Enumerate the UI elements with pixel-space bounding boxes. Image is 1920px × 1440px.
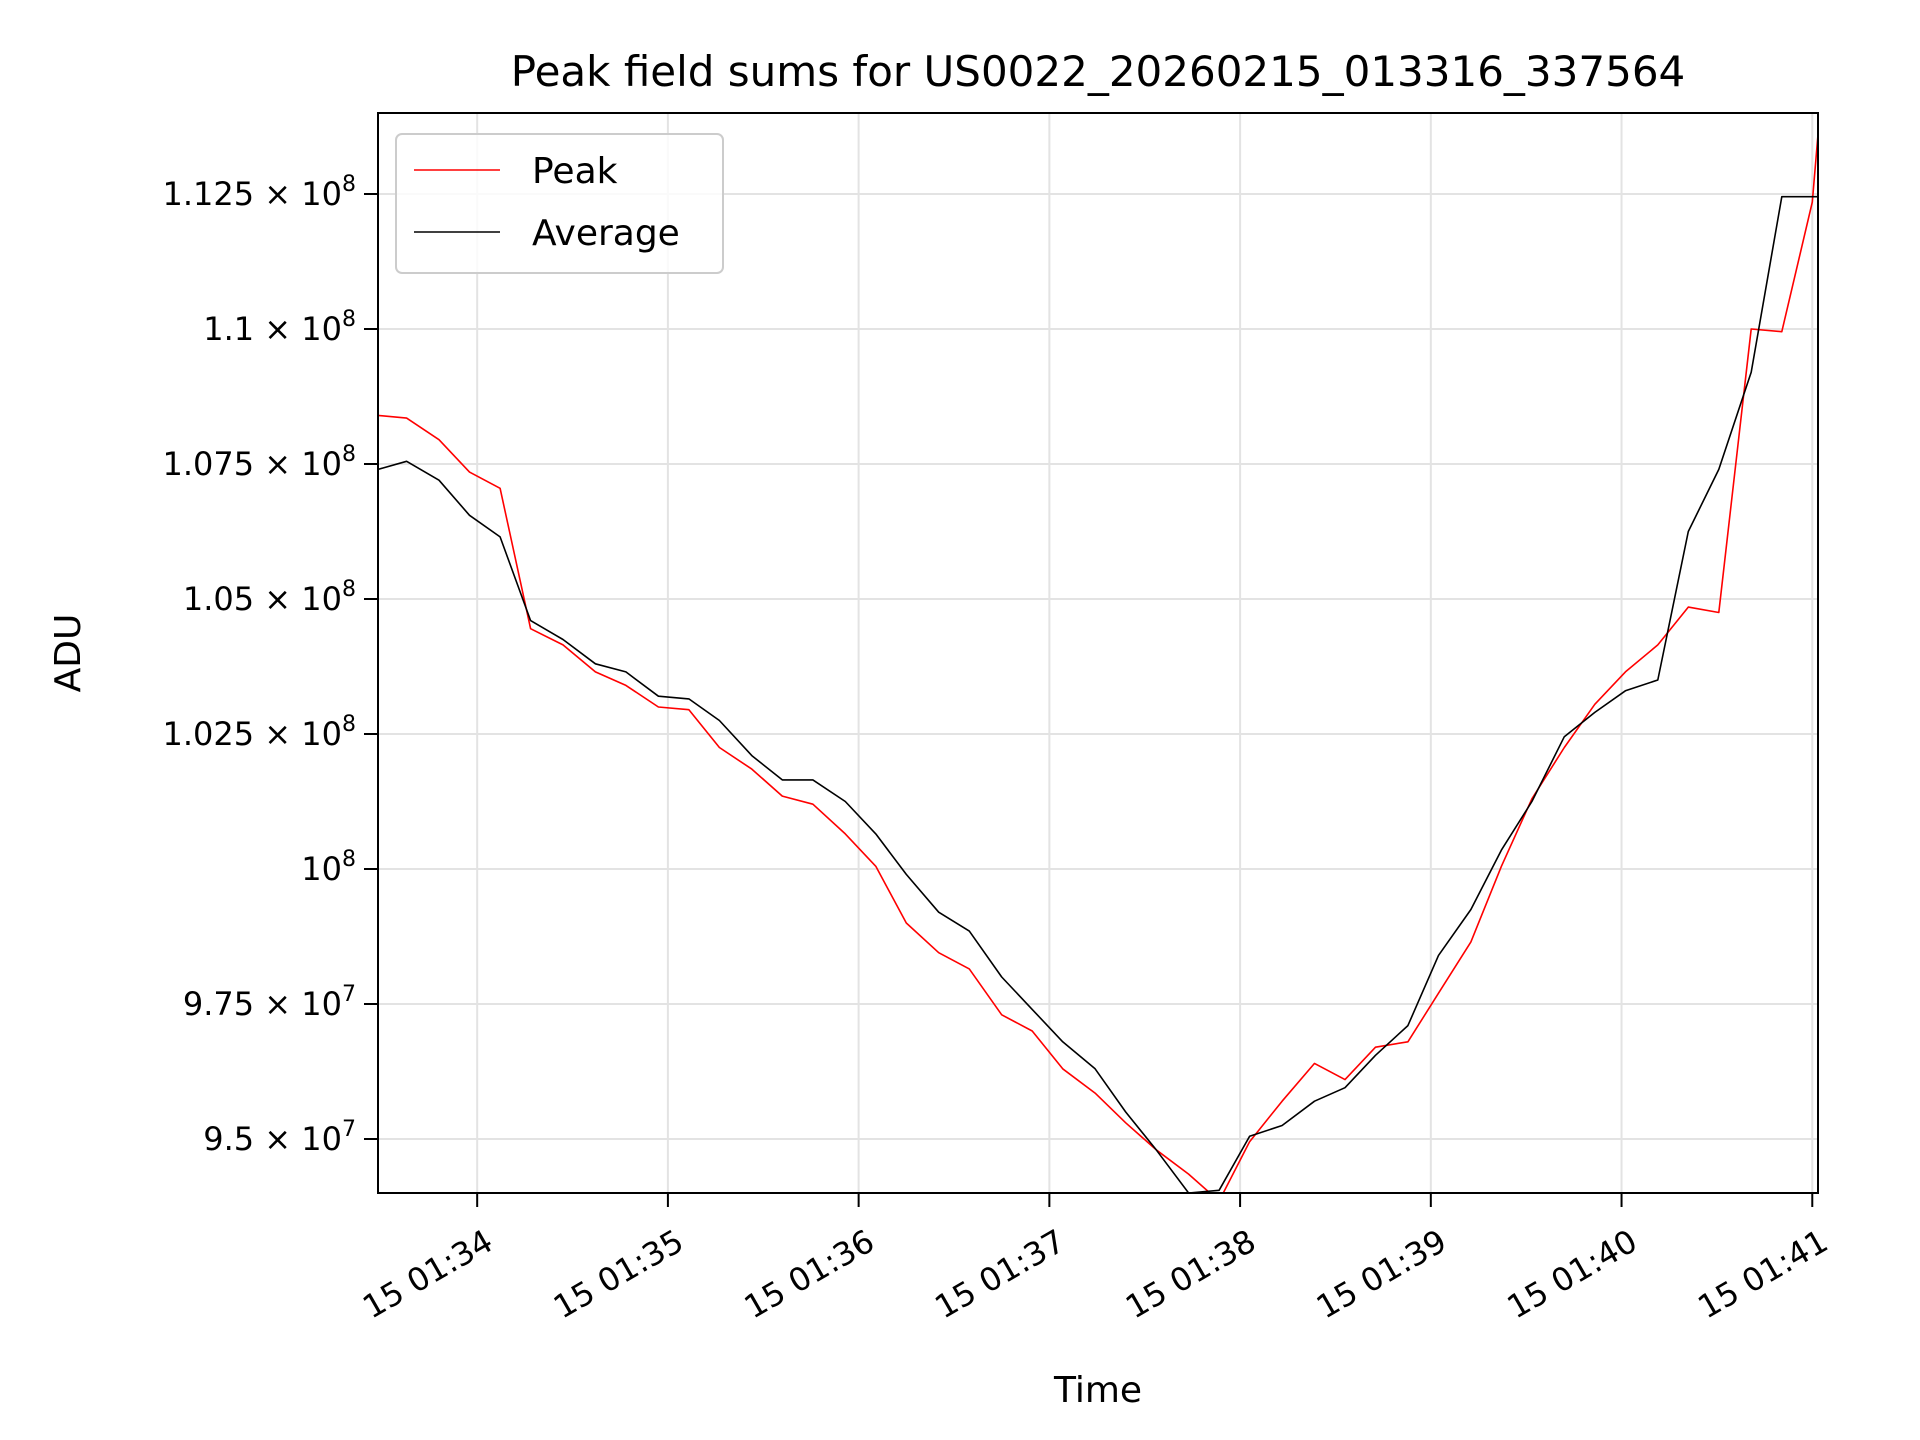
legend-label-average: Average (532, 213, 680, 254)
y-axis-label: ADU (48, 614, 89, 693)
legend-label-peak: Peak (532, 151, 618, 192)
x-axis-label: Time (1053, 1370, 1142, 1411)
series-line-average (378, 195, 1818, 1193)
y-tick-label: 1.05 × 108 (183, 577, 356, 618)
series-line-peak (378, 134, 1818, 1193)
y-tick-label: 108 (301, 847, 356, 888)
y-tick-label: 1.125 × 108 (163, 172, 356, 213)
chart-title: Peak field sums for US0022_20260215_0133… (511, 47, 1686, 96)
series-layer (378, 134, 1818, 1193)
y-tick-label: 1.025 × 108 (163, 712, 356, 753)
grid (378, 113, 1818, 1193)
y-tick-label: 1.075 × 108 (163, 442, 356, 483)
plot-frame (377, 112, 1819, 1194)
legend: Peak Average (395, 133, 724, 274)
y-tick-label: 9.75 × 107 (183, 982, 356, 1023)
y-tick-label: 1.1 × 108 (203, 307, 356, 348)
legend-box (395, 133, 724, 274)
y-axis: 9.5 × 107 9.75 × 107 108 1.025 × 108 1.05 × … (163, 172, 378, 1158)
y-tick-label: 9.5 × 107 (203, 1117, 356, 1158)
